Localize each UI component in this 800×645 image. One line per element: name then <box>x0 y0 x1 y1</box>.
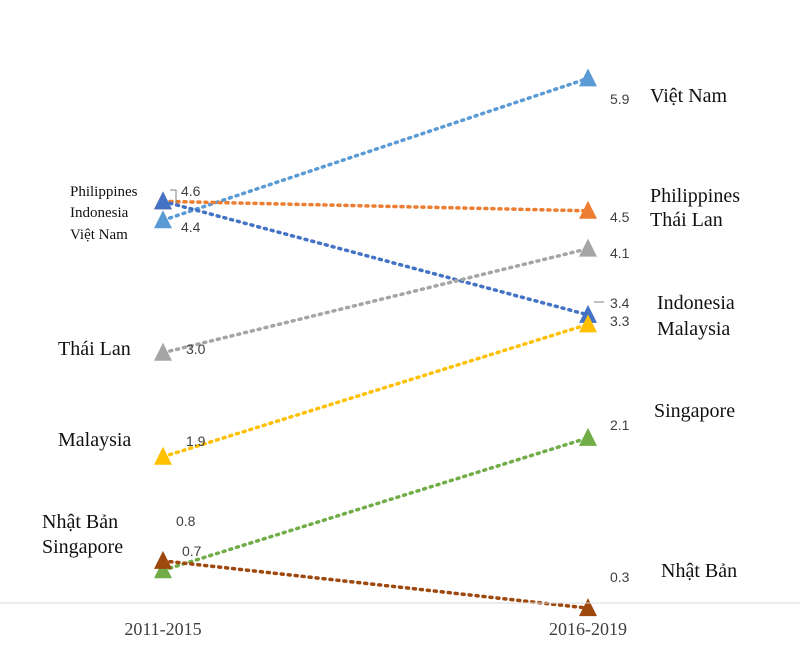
value-label-right-0: 5.9 <box>610 91 630 107</box>
value-label-right-2: 4.1 <box>610 245 630 261</box>
marker-indonesia-2016-2019 <box>579 304 597 323</box>
country-label-right-malaysia: Malaysia <box>657 318 730 340</box>
country-label-right-thai-lan: Thái Lan <box>650 209 723 231</box>
country-label-left-malaysia: Malaysia <box>58 429 131 451</box>
value-label-right-3: 3.4 <box>610 295 630 311</box>
series-line-thai-lan <box>161 246 590 355</box>
country-label-right-indonesia: Indonesia <box>657 292 735 314</box>
value-label-left-0: 4.6 <box>181 183 201 199</box>
country-label-right-nhat-ban: Nhật Bản <box>661 560 737 582</box>
country-label-left-philippines: Philippines <box>70 184 138 200</box>
country-label-right-philippines: Philippines <box>650 185 740 207</box>
value-label-left-4: 0.8 <box>176 513 196 529</box>
series-line-malaysia <box>161 322 590 459</box>
series-line-indonesia <box>161 199 590 317</box>
country-label-left-nhat-ban: Nhật Bản <box>42 511 118 533</box>
series-line-singapore <box>161 436 590 573</box>
marker-thai-lan-2016-2019 <box>579 238 597 257</box>
country-label-left-singapore: Singapore <box>42 536 123 558</box>
value-label-right-6: 0.3 <box>610 569 630 585</box>
marker-nhat-ban-2016-2019 <box>579 598 597 617</box>
marker-malaysia-2011-2015 <box>154 446 172 465</box>
marker-singapore-2011-2015 <box>154 560 172 579</box>
marker-thai-lan-2011-2015 <box>154 342 172 361</box>
value-label-left-1: 4.4 <box>181 219 201 235</box>
marker-viet-nam-2016-2019 <box>579 68 597 87</box>
series-line-viet-nam <box>161 76 590 223</box>
text-labels: 4.6 4.4 3.0 1.9 0.8 0.7 5.9 4.5 4.1 3.4 3.3 2.1 0.3 P… <box>42 85 740 585</box>
series-markers <box>154 68 597 617</box>
value-label-left-3: 1.9 <box>186 433 206 449</box>
value-label-left-2: 3.0 <box>186 341 206 357</box>
series-line-philippines <box>161 199 590 213</box>
country-label-right-viet-nam: Việt Nam <box>650 85 728 107</box>
leader-line-4-6 <box>170 189 177 204</box>
value-label-left-5: 0.7 <box>182 543 202 559</box>
marker-nhat-ban-2011-2015 <box>154 550 172 569</box>
marker-singapore-2016-2019 <box>579 427 597 446</box>
series-lines <box>161 76 590 610</box>
country-label-right-singapore: Singapore <box>654 400 735 422</box>
x-category-label-1: 2016-2019 <box>549 619 627 639</box>
country-label-left-indonesia: Indonesia <box>70 205 129 221</box>
marker-indonesia-2011-2015 <box>154 191 172 210</box>
marker-malaysia-2016-2019 <box>579 314 597 333</box>
country-label-left-viet-nam: Việt Nam <box>70 227 128 243</box>
value-label-right-1: 4.5 <box>610 209 630 225</box>
marker-viet-nam-2011-2015 <box>154 210 172 229</box>
country-label-left-thai-lan: Thái Lan <box>58 338 131 360</box>
value-label-right-4: 3.3 <box>610 313 630 329</box>
series-line-nhat-ban <box>161 559 590 610</box>
x-category-label-0: 2011-2015 <box>124 619 201 639</box>
value-label-right-5: 2.1 <box>610 417 630 433</box>
marker-philippines-2016-2019 <box>579 200 597 219</box>
